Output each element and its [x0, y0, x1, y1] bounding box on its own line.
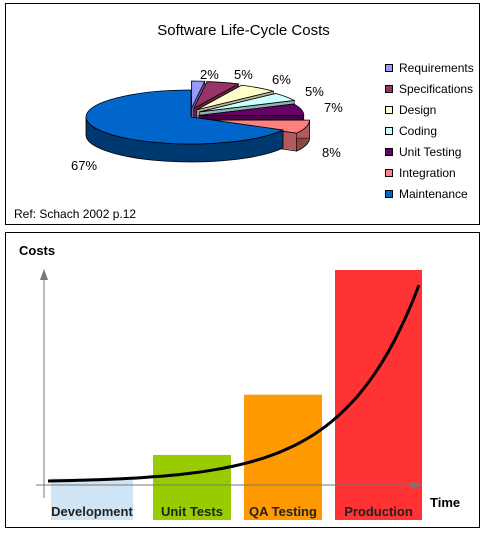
- bar-label: QA Testing: [249, 504, 317, 519]
- legend-item: Unit Testing: [385, 145, 485, 161]
- legend-label: Requirements: [399, 61, 474, 75]
- legend-label: Design: [399, 103, 437, 117]
- legend-label: Specifications: [399, 82, 474, 96]
- pie-slice-coding: [199, 93, 296, 113]
- pie-value-label: 5%: [305, 84, 324, 99]
- legend-swatch: [385, 169, 393, 177]
- pie-value-label: 5%: [234, 67, 253, 82]
- pie-slice-design: [196, 84, 274, 111]
- legend-label: Integration: [399, 166, 456, 180]
- pie-chart: 2% 5% 6%5%7%8%67%: [71, 67, 343, 173]
- legend-swatch: [385, 106, 393, 114]
- legend-swatch: [385, 85, 393, 93]
- legend-swatch: [385, 190, 393, 198]
- legend-item: Integration: [385, 166, 485, 182]
- y-axis-label: Costs: [19, 243, 55, 258]
- legend-item: Requirements: [385, 61, 485, 77]
- pie-value-label: 7%: [324, 100, 343, 115]
- legend-label: Unit Testing: [399, 145, 462, 159]
- cost-chart-panel: Development Unit Tests QA Testing Productio…: [5, 232, 480, 528]
- reference-note: Ref: Schach 2002 p.12: [14, 207, 137, 221]
- pie-value-label: 6%: [272, 72, 291, 87]
- pie-slice-maintenance: [85, 89, 285, 145]
- bar-qa-testing: [244, 394, 322, 520]
- pie-slice-requirements: [191, 80, 206, 109]
- pie-slice-unit-testing: [198, 103, 305, 116]
- legend-item: Coding: [385, 124, 485, 140]
- pie-chart-title: Software Life-Cycle Costs: [157, 22, 330, 39]
- x-axis-arrow: [411, 481, 422, 489]
- legend-label: Maintenance: [399, 187, 468, 201]
- bar-label: Unit Tests: [161, 504, 223, 519]
- legend-swatch: [385, 64, 393, 72]
- legend-label: Coding: [399, 124, 438, 138]
- x-axis-label: Time: [430, 495, 460, 510]
- pie-value-label: 2%: [200, 67, 219, 82]
- cost-trend-curve: [47, 284, 421, 483]
- bar-label: Development: [51, 504, 133, 519]
- legend-swatch: [385, 148, 393, 156]
- pie-value-label: 67%: [71, 158, 97, 173]
- legend-item: Specifications: [385, 82, 485, 98]
- legend-item: Design: [385, 103, 485, 119]
- y-axis-arrow: [40, 269, 48, 280]
- pie-chart-panel: Software Life-Cycle Costs 2% 5% 6% 5% 7% 8% 67…: [5, 3, 480, 225]
- legend-item: Maintenance: [385, 187, 485, 203]
- pie-value-label: 8%: [322, 145, 341, 160]
- bar-label: Production: [344, 504, 413, 519]
- cost-chart: Development Unit Tests QA Testing Productio…: [19, 243, 460, 520]
- bar-unit-tests: [153, 454, 231, 520]
- pie-slice-specifications: [192, 81, 240, 110]
- legend-swatch: [385, 127, 393, 135]
